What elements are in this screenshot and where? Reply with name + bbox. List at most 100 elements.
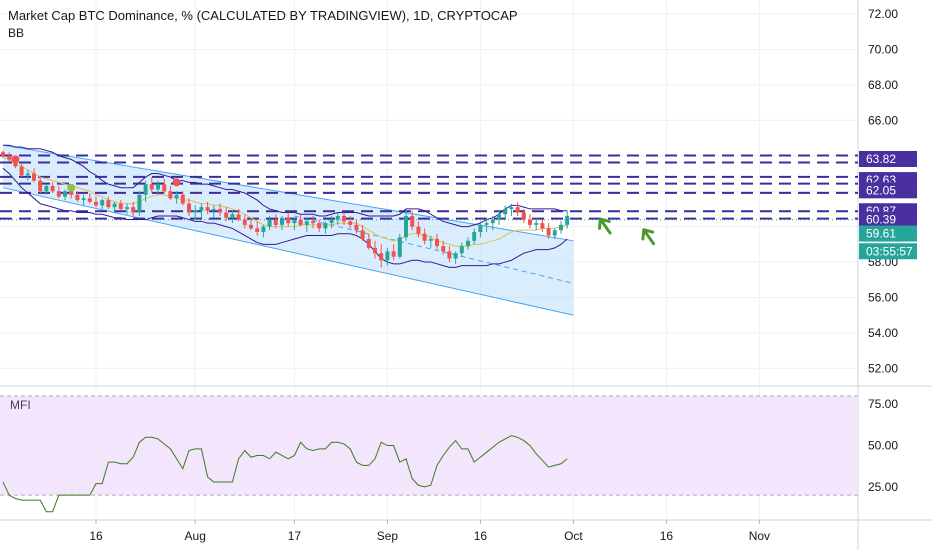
candle-body: [211, 208, 216, 211]
candle-body: [143, 184, 148, 195]
candle-body: [137, 194, 142, 213]
candle-body: [38, 180, 43, 192]
candle-body: [379, 253, 384, 261]
channel-mid-line: [294, 215, 574, 284]
candle-body: [360, 230, 365, 240]
candle-body: [255, 228, 260, 232]
candle-body: [311, 221, 315, 224]
price-axis-tick-label: 72.00: [868, 7, 898, 21]
signal-marker: [11, 155, 20, 164]
price-badge-label: 63.82: [866, 152, 896, 166]
candle-body: [118, 203, 123, 209]
candle-body: [447, 251, 452, 259]
candle-body: [323, 223, 328, 229]
candle-body: [348, 221, 353, 225]
price-badge: [859, 243, 917, 260]
signal-marker: [172, 178, 181, 187]
candle-body: [230, 214, 235, 218]
candle-body: [366, 239, 371, 248]
candle-body: [174, 194, 179, 199]
candle-body: [503, 208, 508, 215]
candle-body: [416, 226, 421, 234]
candle-body: [354, 224, 359, 231]
candle-body: [50, 185, 55, 192]
price-badge-label: 03:55:57: [866, 244, 913, 258]
candle-body: [180, 194, 185, 204]
price-axis-tick-label: 52.00: [868, 361, 898, 375]
up-arrow-icon: [597, 217, 612, 235]
candle-body: [304, 221, 309, 225]
candle-body: [404, 216, 408, 238]
candle-body: [391, 251, 396, 257]
candle-body: [249, 224, 253, 229]
candle-body: [435, 239, 439, 247]
time-axis-tick-label: 16: [474, 529, 488, 543]
chart-title: Market Cap BTC Dominance, % (CALCULATED …: [8, 8, 518, 23]
candle-body: [94, 201, 98, 206]
price-badge: [859, 182, 917, 199]
price-axis-tick-label: 70.00: [868, 43, 898, 57]
candle-body: [106, 200, 111, 208]
candle-body: [342, 216, 346, 222]
mfi-axis-tick-label: 25.00: [868, 480, 898, 494]
channel-lower-line: [2, 187, 574, 316]
candle-body: [187, 203, 191, 213]
candle-body: [385, 251, 390, 261]
candle-body: [168, 191, 173, 199]
candle-body: [193, 210, 198, 213]
arrow-shape: [597, 217, 612, 235]
up-arrow-icon: [641, 228, 656, 246]
price-axis-tick-label: 56.00: [868, 290, 898, 304]
candle-body: [317, 223, 322, 229]
candle-body: [87, 198, 92, 202]
candle-body: [528, 219, 532, 225]
candle-body: [373, 247, 377, 254]
candle-body: [100, 200, 105, 206]
candle-body: [552, 230, 557, 236]
candle-body: [441, 246, 446, 252]
mfi-axis-tick-label: 50.00: [868, 439, 898, 453]
candle-body: [540, 223, 545, 229]
candle-body: [478, 224, 483, 232]
candle-body: [484, 223, 489, 225]
candle-body: [75, 194, 80, 201]
bb-lower-line: [2, 167, 568, 268]
candle-body: [156, 184, 160, 190]
candle-body: [335, 216, 340, 220]
candle-body: [236, 214, 241, 220]
time-axis-tick-label: Nov: [749, 529, 770, 543]
candle-body: [69, 191, 74, 195]
candle-body: [56, 191, 61, 197]
candle-body: [397, 237, 402, 257]
candle-body: [298, 219, 303, 225]
candle-body: [329, 219, 334, 224]
price-badge: [859, 151, 917, 168]
candle-body: [63, 191, 67, 197]
candle-body: [224, 212, 229, 218]
candle-body: [32, 173, 36, 181]
candle-body: [286, 217, 291, 224]
candle-body: [218, 208, 222, 213]
candle-body: [273, 219, 278, 225]
candle-body: [428, 239, 433, 241]
bb-basis-line: [2, 157, 568, 247]
candle-body: [410, 216, 415, 227]
candle-body: [497, 214, 501, 220]
candle-body: [466, 240, 470, 247]
candle-body: [81, 198, 86, 201]
candle-body: [534, 223, 539, 225]
mfi-axis-tick-label: 75.00: [868, 397, 898, 411]
indicator-label-bb: BB: [8, 26, 25, 40]
candle-body: [459, 246, 464, 254]
candle-body: [25, 173, 30, 176]
candle-body: [149, 184, 154, 190]
price-axis-tick-label: 68.00: [868, 78, 898, 92]
candle-body: [280, 217, 284, 225]
candle-body: [7, 155, 12, 160]
candle-body: [515, 207, 520, 213]
candle-body: [19, 166, 24, 176]
price-axis-tick-label: 54.00: [868, 326, 898, 340]
candle-body: [125, 207, 129, 209]
